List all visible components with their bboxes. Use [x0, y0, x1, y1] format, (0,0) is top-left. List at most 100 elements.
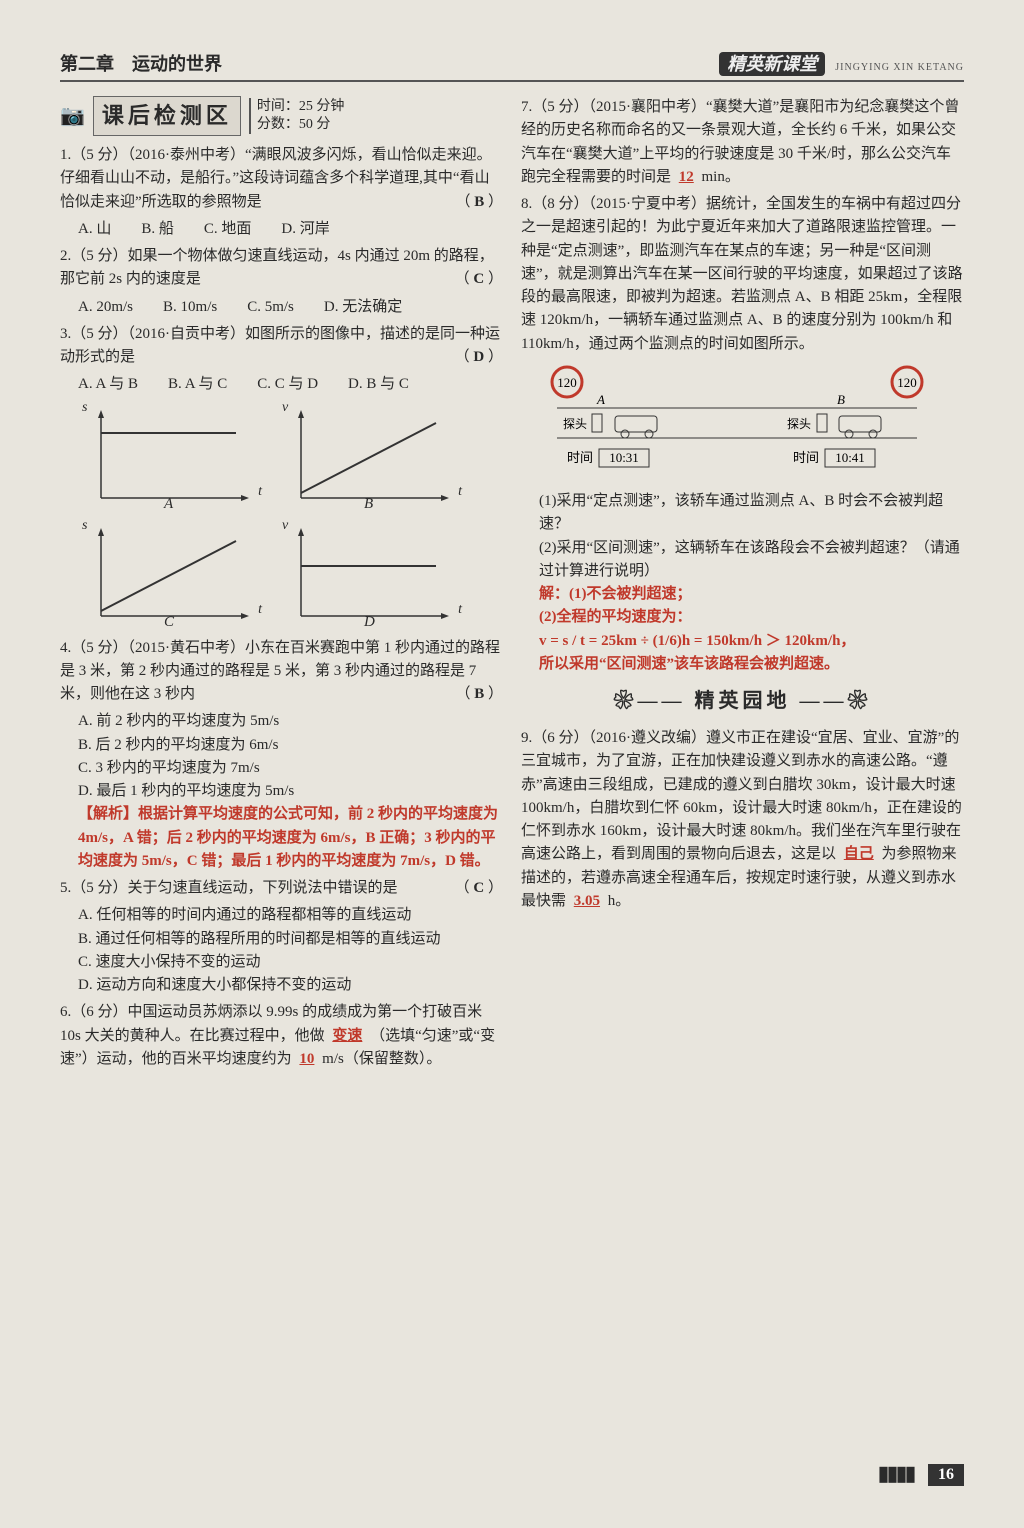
q4-C: C. 3 秒内的平均速度为 7m/s [78, 757, 503, 780]
q2-answer: C [473, 271, 484, 287]
svg-text:A: A [596, 392, 605, 407]
chart-B-y: v [282, 397, 288, 419]
chart-D-x: t [458, 599, 462, 621]
q7-post: min。 [702, 169, 740, 185]
chapter-title: 第二章 运动的世界 [60, 50, 222, 76]
q4-D: D. 最后 1 秒内的平均速度为 5m/s [78, 780, 503, 803]
section-meta: 时间：25 分钟 分数：50 分 [249, 98, 345, 134]
q3-paren-r: ） [488, 349, 503, 365]
q4-B: B. 后 2 秒内的平均速度为 6m/s [78, 734, 503, 757]
q3-A: A. A 与 B [78, 373, 138, 396]
svg-text:探头: 探头 [787, 417, 811, 431]
q1-paren-r: ） [488, 194, 503, 210]
chart-A: s t A [86, 403, 256, 513]
chart-B-x: t [458, 481, 462, 503]
road-figure: 120 120 A B 探头 探头 [537, 364, 937, 482]
q5-B: B. 通过任何相等的路程所用的时间都是相等的直线运动 [78, 928, 503, 951]
svg-text:探头: 探头 [563, 417, 587, 431]
q3-D: D. B 与 C [348, 373, 409, 396]
q4-paren-r: ） [488, 686, 503, 702]
q4-paren-l: （ [455, 686, 470, 702]
camera-icon: 📷 [60, 101, 85, 132]
chart-D-label: D [364, 611, 375, 634]
q3-paren-l: （ [455, 349, 470, 365]
divider-flower: ❀—— 精英园地 ——❀ [521, 686, 964, 717]
svg-text:10:31: 10:31 [609, 450, 639, 465]
q1-text: 1.（5 分）（2016·泰州中考）“满眼风波多闪烁，看山恰似走来迎。仔细看山山… [60, 147, 492, 210]
q8-ans2c: 所以采用“区间测速”该车该路程会被判超速。 [539, 653, 964, 676]
q3-charts: s t A v t [86, 403, 503, 631]
chart-C: s t C [86, 521, 256, 631]
q8-sub1: (1)采用“定点测速”，该轿车通过监测点 A、B 时会不会被判超速？ [539, 490, 964, 537]
svg-text:时间: 时间 [793, 450, 819, 465]
q5-C: C. 速度大小保持不变的运动 [78, 951, 503, 974]
q1-D: D. 河岸 [281, 218, 329, 241]
q3-answer: D [473, 349, 484, 365]
q7-blank: 12 [675, 169, 698, 185]
left-column: 📷 课后检测区 时间：25 分钟 分数：50 分 1.（5 分）（2016·泰州… [60, 92, 503, 1075]
q3-B: B. A 与 C [168, 373, 227, 396]
brand-block: 精英新课堂 JINGYING XIN KETANG [719, 50, 964, 76]
q6-blank1: 变速 [328, 1028, 366, 1044]
svg-text:10:41: 10:41 [835, 450, 865, 465]
q3-C: C. C 与 D [257, 373, 318, 396]
meta-score: 分数：50 分 [257, 117, 331, 132]
q9-pre: 9.（6 分）（2016·遵义改编）遵义市正在建设“宜居、宜业、宜游”的三宜城市… [521, 730, 962, 862]
q8-ans2b: v = s / t = 25km ÷ (1/6)h = 150km/h ＞ 12… [539, 630, 964, 653]
q9-post: h。 [608, 893, 631, 909]
svg-text:120: 120 [557, 375, 577, 390]
q2-D: D. 无法确定 [324, 296, 402, 319]
q2-paren-l: （ [455, 271, 470, 287]
q2-B: B. 10m/s [163, 296, 217, 319]
q8-sub2: (2)采用“区间测速”，这辆轿车在该路段会不会被判超速？（请通过计算进行说明） [539, 537, 964, 584]
q7-pre: 7.（5 分）（2015·襄阳中考）“襄樊大道”是襄阳市为纪念襄樊这个曾经的历史… [521, 99, 959, 185]
q3-text: 3.（5 分）（2016·自贡中考）如图所示的图像中，描述的是同一种运动形式的是 [60, 326, 500, 365]
q1-A: A. 山 [78, 218, 111, 241]
q5-text: 5.（5 分）关于匀速直线运动，下列说法中错误的是 [60, 880, 398, 896]
barcode-icon: ▮▮▮▮ [878, 1461, 914, 1486]
chart-C-label: C [164, 611, 174, 634]
chart-A-x: t [258, 481, 262, 503]
q2-paren-r: ） [488, 271, 503, 287]
section-title: 课后检测区 [93, 96, 241, 136]
q8-ans2a: (2)全程的平均速度为： [539, 606, 964, 629]
page-number: 16 [928, 1464, 964, 1486]
chart-A-y: s [82, 397, 87, 419]
svg-text:时间: 时间 [567, 450, 593, 465]
q4-solution: 【解析】根据计算平均速度的公式可知，前 2 秒内的平均速度为 4m/s，A 错；… [78, 803, 503, 873]
q6-post: m/s（保留整数）。 [322, 1051, 441, 1067]
chart-C-y: s [82, 515, 87, 537]
q1-C: C. 地面 [204, 218, 252, 241]
q5-paren-r: ） [488, 880, 503, 896]
q8-text: 8.（8 分）（2015·宁夏中考）据统计，全国发生的车祸中有超过四分之一是超速… [521, 193, 964, 356]
svg-text:B: B [837, 392, 845, 407]
q4-answer: B [474, 686, 484, 702]
right-column: 7.（5 分）（2015·襄阳中考）“襄樊大道”是襄阳市为纪念襄樊这个曾经的历史… [521, 92, 964, 1075]
q4-A: A. 前 2 秒内的平均速度为 5m/s [78, 710, 503, 733]
chart-D-y: v [282, 515, 288, 537]
q2-C: C. 5m/s [247, 296, 294, 319]
q9-blank2: 3.05 [570, 893, 604, 909]
chart-C-x: t [258, 599, 262, 621]
q9-blank1: 自己 [840, 846, 878, 862]
q1-answer: B [474, 194, 484, 210]
q8-ans1: 解：(1)不会被判超速； [539, 583, 964, 606]
q2-A: A. 20m/s [78, 296, 133, 319]
q5-D: D. 运动方向和速度大小都保持不变的运动 [78, 974, 503, 997]
q1-B: B. 船 [141, 218, 174, 241]
q5-paren-l: （ [455, 880, 470, 896]
svg-text:120: 120 [897, 375, 917, 390]
q5-answer: C [473, 880, 484, 896]
meta-time: 时间：25 分钟 [257, 99, 345, 114]
q2-text: 2.（5 分）如果一个物体做匀速直线运动，4s 内通过 20m 的路程，那它前 … [60, 248, 494, 287]
chart-B: v t B [286, 403, 456, 513]
q6-blank2: 10 [295, 1051, 318, 1067]
q4-text: 4.（5 分）（2015·黄石中考）小东在百米赛跑中第 1 秒内通过的路程是 3… [60, 640, 500, 703]
brand-pinyin: JINGYING XIN KETANG [835, 62, 964, 73]
chart-D: v t D [286, 521, 456, 631]
chart-A-label: A [164, 493, 173, 516]
q1-paren-l: （ [455, 194, 470, 210]
chart-B-label: B [364, 493, 373, 516]
q5-A: A. 任何相等的时间内通过的路程都相等的直线运动 [78, 904, 503, 927]
brand-name: 精英新课堂 [719, 52, 825, 76]
